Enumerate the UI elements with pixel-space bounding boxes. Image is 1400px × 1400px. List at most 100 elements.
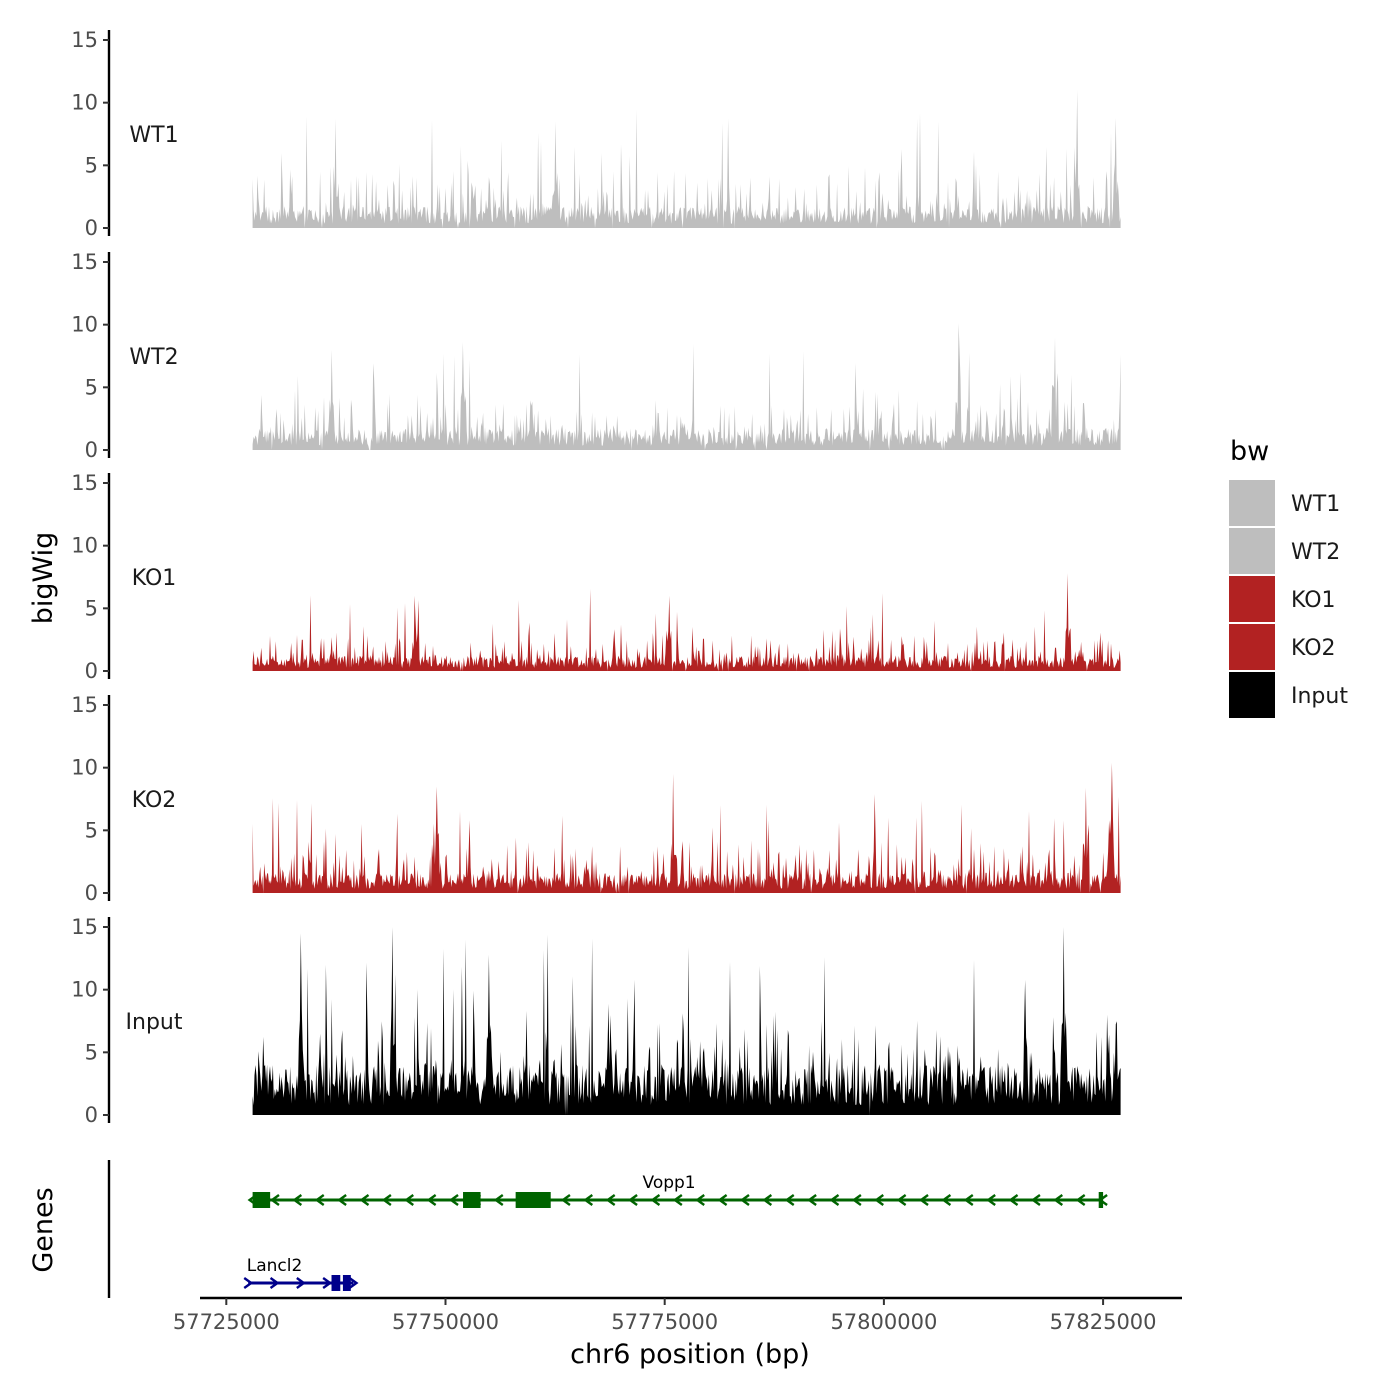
coverage-area-ko1: [252, 573, 1121, 671]
strand-arrow: [874, 1194, 884, 1206]
strand-arrow: [359, 1194, 370, 1206]
strand-arrow: [829, 1194, 840, 1206]
track-label: WT1: [129, 123, 178, 148]
strand-arrow: [896, 1194, 907, 1206]
x-axis: 57725000 57750000 57775000 57800000 57825000: [173, 1296, 1182, 1334]
y-tick-label: 5: [85, 818, 98, 842]
legend-key-wt2: [1229, 528, 1275, 574]
strand-arrow: [762, 1194, 773, 1206]
coverage-area-ko2: [252, 762, 1121, 893]
bigwig-tracks: 0 5 10 15 WT1 0 5 10 15 WT2 0 5 10 15 KO1 0 5 10 15 KO2 0 5 10…: [71, 28, 1121, 1127]
strand-arrow: [337, 1194, 347, 1206]
gene-exon: [515, 1192, 551, 1208]
strand-arrow: [739, 1194, 750, 1206]
strand-arrow: [448, 1194, 459, 1206]
strand-arrow: [1030, 1194, 1041, 1206]
y-tick-label: 5: [85, 596, 98, 620]
y-tick-label: 15: [71, 471, 98, 495]
y-tick-label: 5: [85, 1040, 98, 1064]
y-tick-label: 15: [71, 28, 98, 52]
strand-arrow: [986, 1194, 996, 1206]
track-input: 0 5 10 15 Input: [71, 915, 1121, 1127]
legend-label-input: Input: [1291, 684, 1348, 709]
y-tick-label: 15: [71, 250, 98, 274]
strand-arrow: [628, 1194, 638, 1206]
gene-exon: [1098, 1192, 1104, 1208]
y-tick-label: 0: [85, 216, 98, 240]
y-tick-label: 10: [71, 313, 98, 337]
track-label: KO1: [132, 566, 177, 591]
gene-label: Vopp1: [643, 1173, 696, 1193]
gene-lancl2: Lancl2: [243, 1256, 359, 1291]
gene-exon: [342, 1275, 351, 1291]
strand-arrow: [672, 1194, 683, 1206]
strand-arrow: [941, 1194, 952, 1206]
legend-label-ko2: KO2: [1291, 636, 1336, 661]
gene-label: Lancl2: [247, 1256, 303, 1276]
track-wt1: 0 5 10 15 WT1: [71, 28, 1121, 240]
legend-key-ko2: [1229, 624, 1275, 670]
strand-arrow: [695, 1194, 705, 1206]
strand-arrow: [314, 1194, 325, 1206]
y-tick-label: 0: [85, 881, 98, 905]
genes-panel: Vopp1 Lancl2: [107, 1160, 1108, 1298]
strand-arrow: [292, 1194, 303, 1206]
x-tick-label: 57800000: [830, 1310, 937, 1334]
track-ko2: 0 5 10 15 KO2: [71, 693, 1121, 905]
y-tick-label: 5: [85, 375, 98, 399]
legend-label-wt2: WT2: [1291, 540, 1340, 565]
y-tick-label: 10: [71, 534, 98, 558]
y-axis-title: bigWig: [28, 532, 59, 625]
legend-label-wt1: WT1: [1291, 492, 1340, 517]
y-tick-label: 10: [71, 91, 98, 115]
y-tick-label: 0: [85, 659, 98, 683]
gene-exon: [331, 1275, 341, 1291]
x-tick-label: 57775000: [611, 1310, 718, 1334]
gene-vopp1: Vopp1: [247, 1173, 1108, 1208]
y-tick-label: 10: [71, 756, 98, 780]
strand-arrow: [560, 1194, 571, 1206]
legend-label-ko1: KO1: [1291, 588, 1336, 613]
legend-title: bw: [1230, 436, 1269, 467]
genes-axis-title: Genes: [28, 1187, 59, 1272]
strand-arrow: [963, 1194, 974, 1206]
strand-arrow: [1008, 1194, 1019, 1206]
y-tick-label: 0: [85, 1103, 98, 1127]
y-tick-label: 0: [85, 438, 98, 462]
strand-arrow: [807, 1194, 817, 1206]
x-tick-label: 57725000: [173, 1310, 280, 1334]
strand-arrow: [493, 1194, 504, 1206]
strand-arrow: [296, 1277, 306, 1289]
track-wt2: 0 5 10 15 WT2: [71, 250, 1121, 462]
strand-arrow: [583, 1194, 594, 1206]
legend: bw WT1 WT2 KO1 KO2 Input: [1229, 436, 1348, 718]
track-label: KO2: [132, 788, 177, 813]
gene-exon: [463, 1192, 481, 1208]
x-tick-label: 57825000: [1050, 1310, 1157, 1334]
strand-arrow: [784, 1194, 795, 1206]
strand-arrow: [322, 1277, 333, 1289]
strand-arrow: [426, 1194, 437, 1206]
strand-arrow: [381, 1194, 392, 1206]
strand-arrow: [269, 1194, 280, 1206]
strand-arrow: [1075, 1194, 1086, 1206]
coverage-area-wt2: [252, 323, 1121, 450]
track-ko1: 0 5 10 15 KO1: [71, 471, 1121, 683]
strand-arrow: [918, 1194, 929, 1206]
track-label: Input: [126, 1010, 183, 1035]
strand-arrow: [269, 1277, 280, 1289]
strand-arrow: [404, 1194, 414, 1206]
strand-arrow: [243, 1277, 254, 1289]
strand-arrow: [851, 1194, 862, 1206]
strand-arrow: [650, 1194, 661, 1206]
coverage-area-input: [252, 927, 1121, 1115]
y-tick-label: 15: [71, 693, 98, 717]
strand-arrow: [717, 1194, 728, 1206]
x-axis-title: chr6 position (bp): [570, 1339, 810, 1370]
y-tick-label: 10: [71, 978, 98, 1002]
y-tick-label: 15: [71, 915, 98, 939]
strand-arrow: [348, 1277, 359, 1289]
strand-arrow: [1053, 1194, 1064, 1206]
strand-arrow: [605, 1194, 616, 1206]
